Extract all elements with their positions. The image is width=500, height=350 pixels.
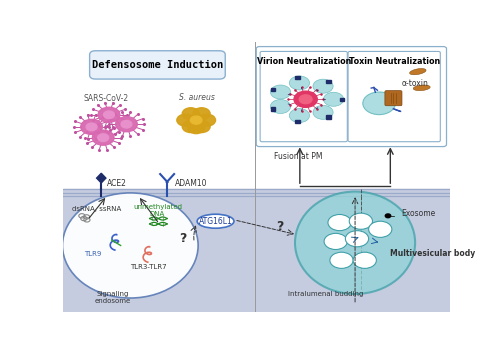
Polygon shape — [295, 120, 300, 123]
Text: dsRNA, ssRNA: dsRNA, ssRNA — [72, 206, 122, 212]
Polygon shape — [96, 173, 106, 183]
Polygon shape — [410, 69, 426, 75]
Text: TLR9: TLR9 — [84, 251, 101, 257]
FancyBboxPatch shape — [90, 51, 225, 79]
Text: Fusion at PM: Fusion at PM — [274, 152, 322, 161]
Text: Defensosome Induction: Defensosome Induction — [92, 60, 223, 70]
FancyBboxPatch shape — [385, 91, 402, 106]
Circle shape — [300, 95, 312, 104]
Bar — [62, 42, 450, 189]
Text: Multivesicular body: Multivesicular body — [390, 249, 475, 258]
Text: SARS-CoV-2: SARS-CoV-2 — [84, 94, 129, 103]
Circle shape — [313, 105, 333, 119]
Circle shape — [290, 76, 310, 90]
Circle shape — [290, 108, 310, 122]
Circle shape — [92, 130, 114, 145]
Circle shape — [182, 108, 200, 120]
Circle shape — [324, 92, 344, 106]
Circle shape — [98, 134, 108, 141]
Ellipse shape — [62, 193, 198, 298]
Circle shape — [80, 119, 102, 134]
Polygon shape — [340, 98, 344, 101]
Circle shape — [270, 85, 290, 99]
Polygon shape — [270, 107, 275, 111]
FancyBboxPatch shape — [348, 51, 440, 142]
Circle shape — [86, 123, 97, 131]
Text: Signaling
endosome: Signaling endosome — [95, 291, 131, 304]
Circle shape — [188, 122, 204, 134]
Text: α-toxin: α-toxin — [402, 79, 428, 88]
Polygon shape — [270, 88, 275, 91]
Text: ACE2: ACE2 — [107, 179, 127, 188]
Text: unmethylated
DNA: unmethylated DNA — [133, 204, 182, 217]
Circle shape — [324, 233, 347, 250]
Ellipse shape — [295, 191, 415, 294]
FancyBboxPatch shape — [260, 51, 348, 142]
Text: Intralumenal budding: Intralumenal budding — [288, 291, 364, 297]
Text: ?: ? — [276, 220, 283, 233]
Circle shape — [188, 114, 204, 126]
Circle shape — [353, 252, 376, 268]
Circle shape — [198, 114, 216, 126]
Polygon shape — [414, 85, 430, 91]
Text: TLR3-TLR7: TLR3-TLR7 — [130, 264, 167, 270]
Circle shape — [270, 99, 290, 113]
Polygon shape — [295, 76, 300, 79]
Circle shape — [193, 121, 210, 133]
Circle shape — [177, 114, 194, 126]
Text: ?: ? — [179, 232, 186, 245]
Circle shape — [349, 213, 372, 229]
Circle shape — [313, 79, 333, 93]
Text: ADAM10: ADAM10 — [175, 179, 208, 188]
Text: Virion Neutralization: Virion Neutralization — [256, 57, 351, 66]
Circle shape — [346, 231, 368, 247]
Text: S. aureus: S. aureus — [179, 93, 214, 102]
Ellipse shape — [197, 214, 234, 228]
Circle shape — [116, 117, 138, 132]
Text: Toxin Neutralization: Toxin Neutralization — [348, 57, 440, 66]
Circle shape — [368, 221, 392, 237]
Text: ATG16L1: ATG16L1 — [198, 217, 232, 226]
Circle shape — [363, 92, 396, 115]
Bar — [62, 189, 450, 312]
Polygon shape — [326, 80, 330, 83]
Circle shape — [104, 111, 115, 119]
Polygon shape — [326, 116, 330, 119]
Circle shape — [121, 120, 132, 128]
Circle shape — [294, 91, 318, 107]
Circle shape — [193, 108, 210, 120]
Circle shape — [386, 214, 390, 218]
FancyBboxPatch shape — [256, 47, 446, 147]
Text: Exosome: Exosome — [402, 209, 436, 218]
Circle shape — [328, 215, 351, 231]
Circle shape — [182, 121, 200, 133]
Circle shape — [190, 116, 202, 124]
Circle shape — [330, 252, 353, 268]
Circle shape — [98, 107, 120, 122]
